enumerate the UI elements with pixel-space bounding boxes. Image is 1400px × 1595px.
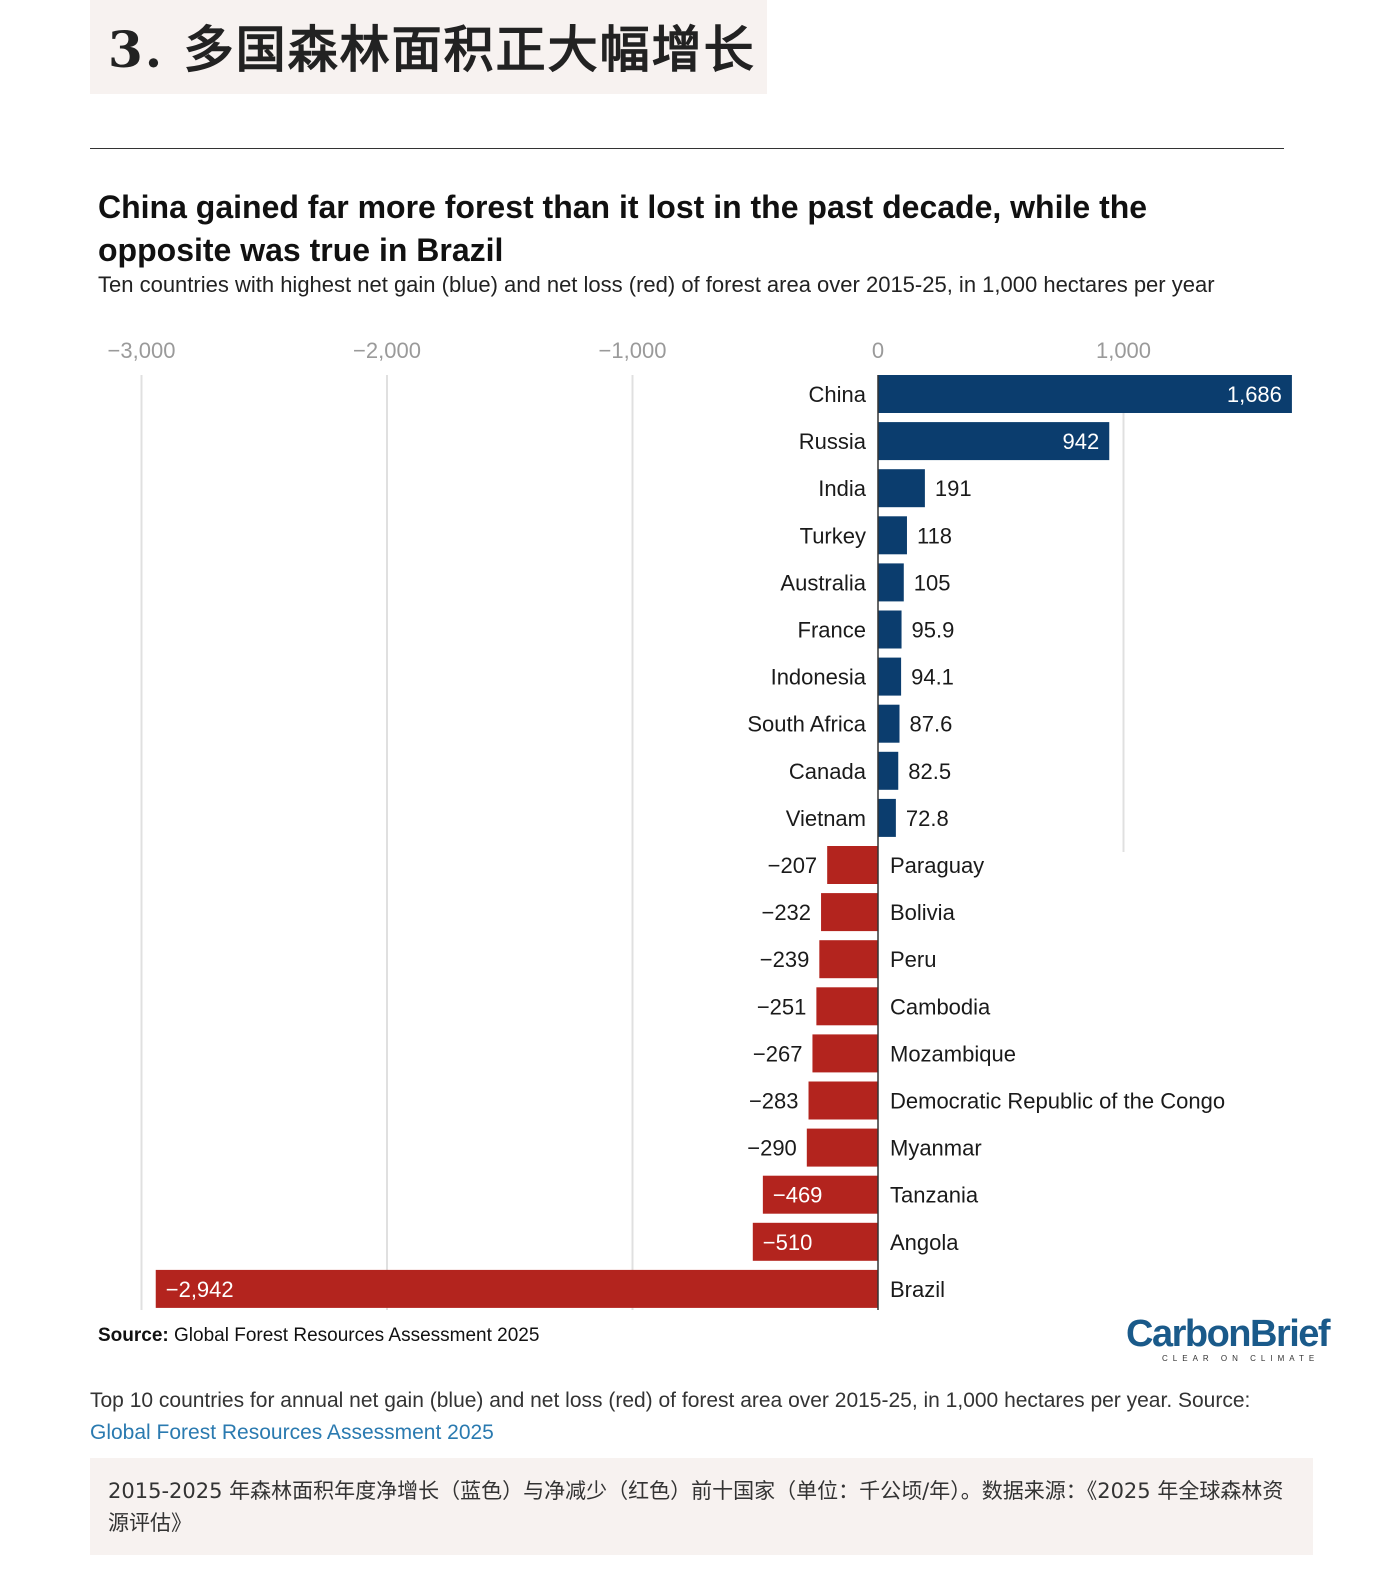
x-tick-label: −3,000 [108, 338, 176, 363]
value-label: −267 [753, 1041, 803, 1066]
source-link[interactable]: Global Forest Resources Assessment 2025 [90, 1421, 494, 1444]
section-heading-box [90, 0, 767, 94]
bar [827, 846, 878, 884]
bar [806, 1128, 878, 1167]
chinese-caption: 2015-2025 年森林面积年度净增长（蓝色）与净减少（红色）前十国家（单位：… [108, 1479, 1284, 1535]
value-label: 118 [917, 523, 952, 548]
value-label: 95.9 [912, 618, 955, 643]
bar [878, 563, 904, 602]
x-tick-label: −2,000 [353, 338, 421, 363]
bar [819, 940, 878, 979]
bar [762, 1175, 878, 1214]
bar [878, 704, 900, 743]
value-label: −251 [757, 994, 807, 1019]
category-label: Indonesia [771, 665, 867, 690]
x-tick-label: −1,000 [599, 338, 667, 363]
category-label: Brazil [890, 1277, 945, 1302]
english-caption: Top 10 countries for annual net gain (bl… [90, 1385, 1290, 1449]
bar-chart: −3,000 −2,000 −1,000 0 1,000 China 1,686 Russia… [108, 338, 1292, 1310]
carbonbrief-logo: CarbonBrief CLEAR ON CLIMATE [1126, 1312, 1331, 1368]
category-label: Angola [890, 1230, 959, 1255]
bar [878, 610, 902, 649]
value-label: 94.1 [911, 665, 954, 690]
category-label: France [798, 618, 866, 643]
category-label: Mozambique [890, 1041, 1016, 1066]
source-text: Global Forest Resources Assessment 2025 [174, 1325, 540, 1346]
bar [878, 657, 902, 696]
category-label: Russia [799, 429, 867, 454]
category-label: Myanmar [890, 1136, 982, 1161]
chinese-caption-box [90, 1458, 1313, 1555]
bar [808, 1081, 878, 1120]
category-label: Democratic Republic of the Congo [890, 1089, 1225, 1114]
value-label: −232 [761, 900, 811, 925]
category-label: Vietnam [786, 806, 866, 831]
bar [821, 893, 878, 932]
value-label: −239 [760, 947, 810, 972]
value-label: 82.5 [908, 759, 951, 784]
caption-text: Top 10 countries for annual net gain (bl… [90, 1389, 1251, 1412]
value-label: −469 [773, 1183, 823, 1208]
bar [155, 1269, 878, 1308]
category-label: South Africa [747, 712, 866, 737]
value-label: 72.8 [906, 806, 949, 831]
section-title: 3. 多国森林面积正大幅增长 [108, 20, 756, 79]
value-label: 191 [935, 476, 972, 501]
value-label: −2,942 [166, 1277, 234, 1302]
category-label: China [809, 382, 867, 407]
value-label: −283 [749, 1089, 799, 1114]
bar [878, 375, 1292, 413]
bar [878, 751, 899, 790]
bar [812, 1034, 878, 1073]
divider [90, 148, 1284, 149]
value-label: −207 [768, 853, 818, 878]
bar [752, 1222, 878, 1261]
chart-subtitle: Ten countries with highest net gain (blu… [98, 272, 1215, 297]
bar [878, 516, 907, 555]
category-label: Australia [780, 570, 866, 595]
x-tick-label: 0 [872, 338, 884, 363]
x-tick-label: 1,000 [1096, 338, 1151, 363]
bar [816, 987, 878, 1026]
bar [878, 422, 1110, 461]
chart-title: China gained far more forest than it los… [98, 189, 1148, 268]
value-label: 942 [1063, 429, 1100, 454]
value-label: 105 [914, 570, 951, 595]
category-label: Canada [789, 759, 867, 784]
category-label: Peru [890, 947, 936, 972]
bar [878, 798, 896, 837]
source-note: Source: Global Forest Resources Assessme… [98, 1325, 539, 1347]
logo-tagline: CLEAR ON CLIMATE [1162, 1354, 1320, 1363]
category-label: Bolivia [890, 900, 956, 925]
category-label: Paraguay [890, 853, 984, 878]
category-label: Tanzania [890, 1183, 979, 1208]
category-label: Cambodia [890, 994, 991, 1019]
source-label: Source: [98, 1325, 169, 1346]
category-label: India [818, 476, 866, 501]
value-label: 87.6 [910, 712, 953, 737]
bar [878, 469, 925, 508]
category-label: Turkey [800, 523, 866, 548]
logo-wordmark: CarbonBrief [1126, 1313, 1331, 1355]
value-label: −290 [747, 1136, 797, 1161]
value-label: −510 [763, 1230, 813, 1255]
value-label: 1,686 [1227, 382, 1282, 407]
